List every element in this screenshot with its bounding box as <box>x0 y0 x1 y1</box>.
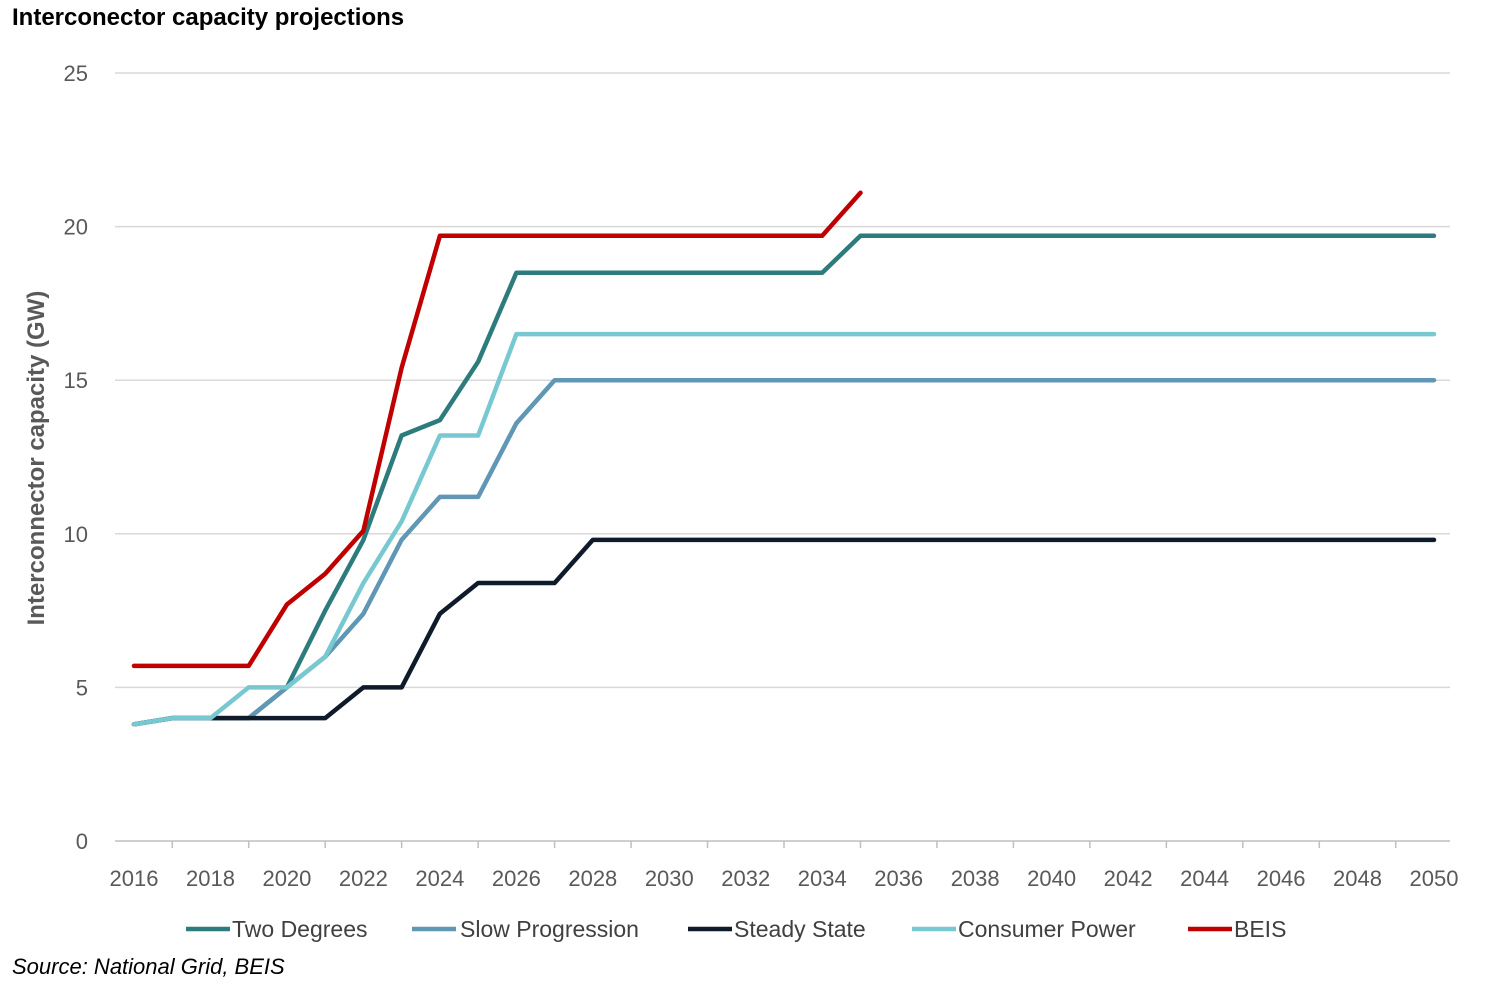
x-tick-label: 2046 <box>1257 866 1306 891</box>
legend-item-two-degrees: Two Degrees <box>186 916 368 942</box>
x-tick-label: 2016 <box>110 866 159 891</box>
x-tick-label: 2034 <box>798 866 847 891</box>
legend-label: Two Degrees <box>232 916 368 942</box>
legend-label: BEIS <box>1234 916 1286 942</box>
x-tick-label: 2036 <box>874 866 923 891</box>
x-tick-label: 2030 <box>645 866 694 891</box>
x-tick-label: 2028 <box>568 866 617 891</box>
x-tick-label: 2050 <box>1410 866 1459 891</box>
x-tick-label: 2032 <box>721 866 770 891</box>
legend-label: Slow Progression <box>460 916 639 942</box>
legend-label: Steady State <box>734 916 866 942</box>
series-line-slow-progression <box>131 377 1437 727</box>
series-lines <box>131 190 1437 727</box>
series-line-steady-state <box>131 537 1437 727</box>
series-line-consumer-power <box>131 331 1437 727</box>
y-tick-label: 0 <box>76 829 88 854</box>
x-axis <box>115 840 1450 848</box>
legend-item-beis: BEIS <box>1188 916 1286 942</box>
y-tick-label: 25 <box>64 61 88 86</box>
x-tick-label: 2026 <box>492 866 541 891</box>
legend: Two Degrees Slow Progression Steady State C… <box>186 916 1286 942</box>
legend-item-steady-state: Steady State <box>688 916 866 942</box>
chart-title: Interconector capacity projections <box>12 4 405 31</box>
y-tick-label: 10 <box>64 522 88 547</box>
x-tick-label: 2020 <box>262 866 311 891</box>
legend-item-slow-progression: Slow Progression <box>412 916 639 942</box>
x-tick-label: 2042 <box>1104 866 1153 891</box>
series-line-beis <box>131 190 863 669</box>
x-tick-label: 2048 <box>1333 866 1382 891</box>
x-tick-label: 2040 <box>1027 866 1076 891</box>
source-note: Source: National Grid, BEIS <box>12 954 285 979</box>
x-tick-label: 2022 <box>339 866 388 891</box>
x-tick-labels: 2016 2018 2020 2022 2024 2026 2028 2030 2032 2034… <box>110 866 1459 891</box>
x-tick-label: 2038 <box>951 866 1000 891</box>
x-tick-label: 2018 <box>186 866 235 891</box>
y-axis-label: Interconnector capacity (GW) <box>23 291 50 626</box>
x-tick-label: 2024 <box>415 866 464 891</box>
y-tick-label: 15 <box>64 368 88 393</box>
y-axis: 0 5 10 15 20 25 <box>64 61 88 854</box>
legend-item-consumer-power: Consumer Power <box>912 916 1136 942</box>
y-tick-label: 5 <box>76 675 88 700</box>
legend-label: Consumer Power <box>958 916 1136 942</box>
x-tick-label: 2044 <box>1180 866 1229 891</box>
y-tick-label: 20 <box>64 215 88 240</box>
